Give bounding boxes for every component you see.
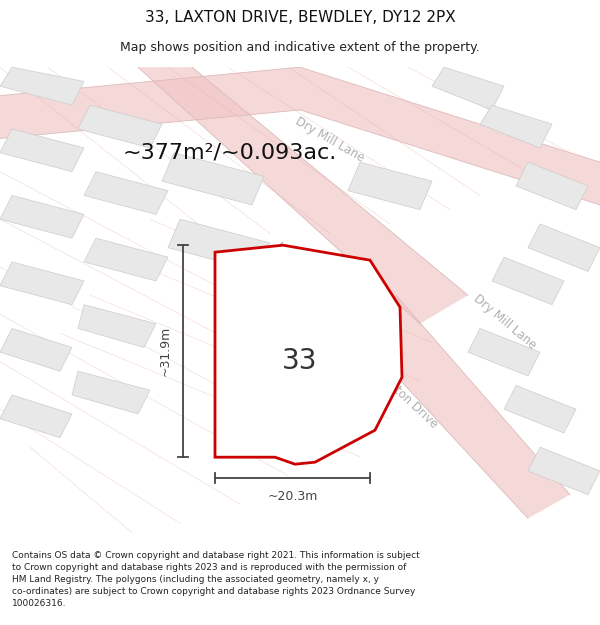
Text: Laxton Drive: Laxton Drive	[376, 369, 440, 431]
Text: 33, LAXTON DRIVE, BEWDLEY, DY12 2PX: 33, LAXTON DRIVE, BEWDLEY, DY12 2PX	[145, 11, 455, 26]
Polygon shape	[0, 329, 72, 371]
Text: 33: 33	[282, 348, 317, 375]
Polygon shape	[72, 371, 150, 414]
Polygon shape	[84, 172, 168, 214]
Polygon shape	[215, 245, 402, 464]
Polygon shape	[348, 295, 570, 518]
Text: Map shows position and indicative extent of the property.: Map shows position and indicative extent…	[120, 41, 480, 54]
Text: Laxton Drive: Laxton Drive	[273, 239, 337, 301]
Polygon shape	[468, 329, 540, 376]
Polygon shape	[162, 152, 264, 205]
Polygon shape	[0, 67, 84, 105]
Polygon shape	[0, 67, 600, 205]
Polygon shape	[0, 196, 84, 238]
Text: Dry Mill Lane: Dry Mill Lane	[293, 115, 367, 165]
Polygon shape	[168, 219, 270, 271]
Polygon shape	[480, 105, 552, 148]
Polygon shape	[528, 224, 600, 271]
Polygon shape	[432, 67, 504, 110]
Polygon shape	[348, 162, 432, 210]
Polygon shape	[0, 129, 84, 172]
Text: Dry Mill Lane: Dry Mill Lane	[471, 292, 539, 352]
Polygon shape	[138, 67, 468, 324]
Polygon shape	[504, 386, 576, 433]
Polygon shape	[0, 395, 72, 438]
Polygon shape	[78, 304, 156, 348]
Polygon shape	[492, 258, 564, 304]
Polygon shape	[0, 262, 84, 304]
Text: ~377m²/~0.093ac.: ~377m²/~0.093ac.	[123, 142, 337, 162]
Polygon shape	[528, 447, 600, 495]
Polygon shape	[78, 105, 162, 148]
Text: ~20.3m: ~20.3m	[268, 490, 317, 502]
Text: Contains OS data © Crown copyright and database right 2021. This information is : Contains OS data © Crown copyright and d…	[12, 551, 419, 608]
Polygon shape	[84, 238, 168, 281]
Text: ~31.9m: ~31.9m	[158, 326, 172, 376]
Polygon shape	[516, 162, 588, 210]
